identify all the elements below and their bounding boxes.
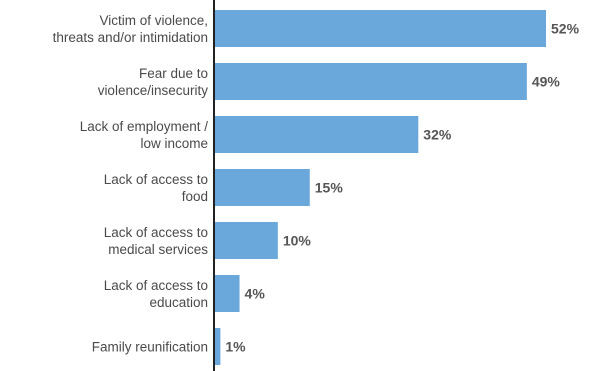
category-label-4-line-1: medical services: [108, 242, 208, 257]
bar-5: [214, 275, 240, 312]
category-label-3-line-0: Lack of access to: [104, 172, 208, 187]
category-label-5-line-1: education: [149, 295, 208, 310]
bar-6: [214, 328, 221, 365]
value-label-4: 10%: [283, 233, 312, 249]
category-label-2-line-0: Lack of employment /: [80, 119, 209, 134]
bar-0: [214, 10, 546, 47]
category-label-0-line-1: threats and/or intimidation: [53, 30, 208, 45]
value-label-6: 1%: [225, 339, 246, 355]
value-label-2: 32%: [423, 127, 452, 143]
category-label-6-line-0: Family reunification: [92, 340, 208, 355]
bar-3: [214, 169, 310, 206]
category-label-5-line-0: Lack of access to: [104, 278, 208, 293]
value-labels-group: 52% 49% 32% 15% 10% 4% 1%: [225, 21, 579, 355]
category-label-0-line-0: Victim of violence,: [99, 13, 208, 28]
bar-2: [214, 116, 419, 153]
value-label-5: 4%: [245, 286, 266, 302]
bars-group: [214, 10, 546, 365]
category-label-2-line-1: low income: [140, 136, 208, 151]
value-label-1: 49%: [532, 74, 561, 90]
bar-1: [214, 63, 527, 100]
category-label-3-line-1: food: [182, 189, 208, 204]
category-labels-group: Victim of violence, threats and/or intimi…: [53, 13, 209, 355]
value-label-3: 15%: [315, 180, 344, 196]
category-label-1-line-1: violence/insecurity: [98, 83, 209, 98]
category-label-1-line-0: Fear due to: [139, 66, 208, 81]
category-label-4-line-0: Lack of access to: [104, 225, 208, 240]
bar-4: [214, 222, 278, 259]
value-label-0: 52%: [551, 21, 580, 37]
